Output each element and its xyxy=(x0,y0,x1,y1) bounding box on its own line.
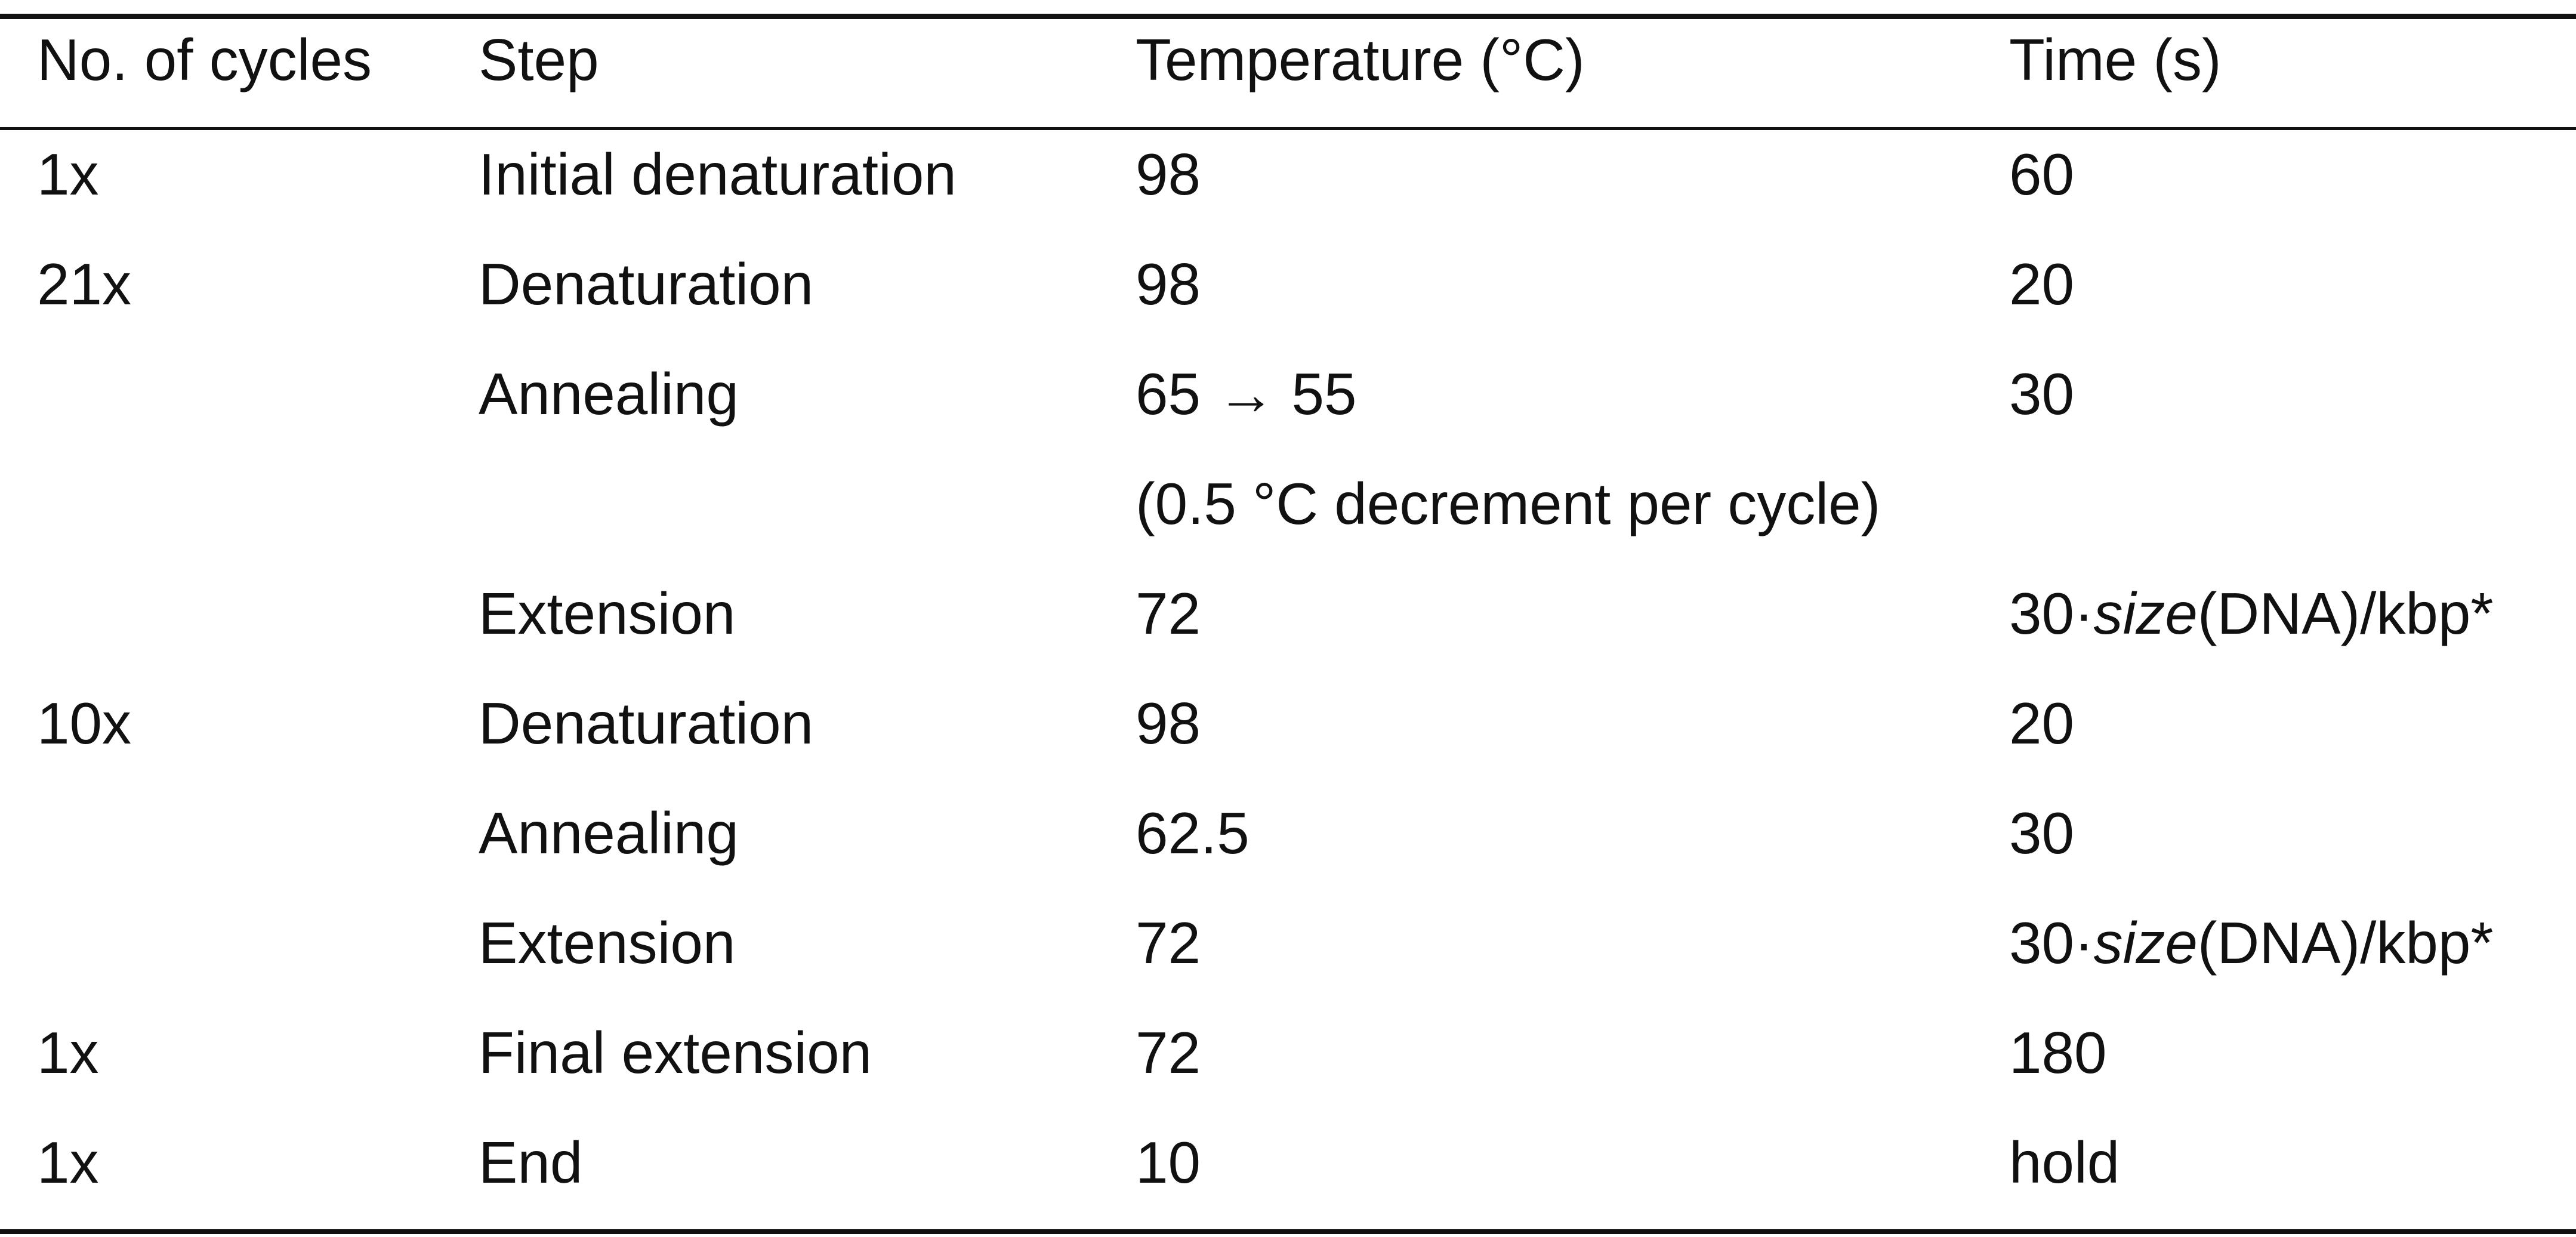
header-temperature: Temperature (°C) xyxy=(1136,27,1585,92)
header-cycles: No. of cycles xyxy=(37,27,372,92)
row-6-time: 20 xyxy=(2009,690,2075,756)
row-3-step: Annealing xyxy=(479,361,739,427)
row-9-cycles: 1x xyxy=(37,1020,99,1085)
row-6-temperature: 98 xyxy=(1136,690,1201,756)
header-step: Step xyxy=(479,27,599,92)
row-1-temperature: 98 xyxy=(1136,141,1201,207)
row-8-time-italic: size xyxy=(2093,910,2198,976)
row-2-cycles: 21x xyxy=(37,251,132,317)
row-10-time: hold xyxy=(2009,1130,2120,1195)
row-6-cycles: 10x xyxy=(37,690,132,756)
row-8-step: Extension xyxy=(479,910,736,976)
row-7-temperature: 62.5 xyxy=(1136,800,1250,866)
row-9-step: Final extension xyxy=(479,1020,872,1085)
row-5-temperature: 72 xyxy=(1136,581,1201,646)
row-8-temperature: 72 xyxy=(1136,910,1201,976)
row-8-time-prefix: 30· xyxy=(2009,910,2094,976)
row-3-temperature: 65 → 55 xyxy=(1136,361,1357,427)
row-9-time: 180 xyxy=(2009,1020,2107,1085)
row-7-step: Annealing xyxy=(479,800,739,866)
row-5-step: Extension xyxy=(479,581,736,646)
row-2-time: 20 xyxy=(2009,251,2075,317)
row-10-step: End xyxy=(479,1130,583,1195)
row-1-step: Initial denaturation xyxy=(479,141,957,207)
table-bottom-rule xyxy=(0,1229,2576,1234)
row-5-time-italic: size xyxy=(2093,581,2198,646)
table-top-rule xyxy=(0,14,2576,19)
row-4-temperature-note: (0.5 °C decrement per cycle) xyxy=(1136,471,1881,536)
row-1-time: 60 xyxy=(2009,141,2075,207)
row-5-time-prefix: 30· xyxy=(2009,581,2094,646)
row-10-temperature: 10 xyxy=(1136,1130,1201,1195)
row-2-step: Denaturation xyxy=(479,251,814,317)
header-time: Time (s) xyxy=(2009,27,2222,92)
row-9-temperature: 72 xyxy=(1136,1020,1201,1085)
row-5-time: 30·size(DNA)/kbp* xyxy=(2009,581,2493,646)
row-6-step: Denaturation xyxy=(479,690,814,756)
row-2-temperature: 98 xyxy=(1136,251,1201,317)
row-3-time: 30 xyxy=(2009,361,2075,427)
row-7-time: 30 xyxy=(2009,800,2075,866)
row-10-cycles: 1x xyxy=(37,1130,99,1195)
header-rule xyxy=(0,127,2576,130)
row-1-cycles: 1x xyxy=(37,141,99,207)
row-8-time: 30·size(DNA)/kbp* xyxy=(2009,910,2493,976)
row-5-time-suffix: (DNA)/kbp* xyxy=(2197,581,2494,646)
row-8-time-suffix: (DNA)/kbp* xyxy=(2197,910,2494,976)
